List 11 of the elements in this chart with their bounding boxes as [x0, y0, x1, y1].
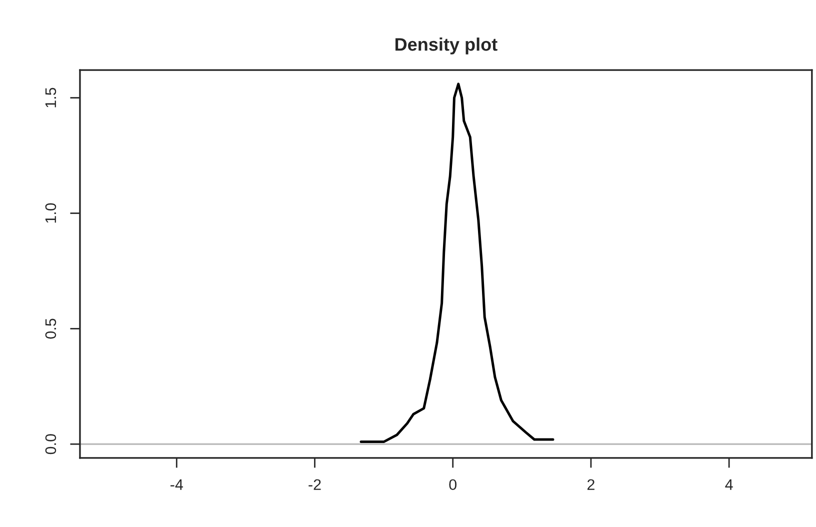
y-tick-label: 0.5: [45, 318, 56, 339]
x-tick-label: 4: [725, 479, 733, 490]
x-tick-label: -4: [170, 479, 183, 490]
y-tick-label: 0.0: [45, 434, 56, 454]
line-series: [360, 82, 554, 444]
x-tick-label: 2: [587, 479, 594, 490]
x-tick-label: -2: [308, 479, 321, 490]
x-tick-label: 0: [449, 479, 456, 490]
y-tick-label: 1.0: [45, 203, 56, 223]
chart-title: Density plot: [395, 38, 498, 54]
y-tick-label: 1.5: [45, 88, 56, 108]
